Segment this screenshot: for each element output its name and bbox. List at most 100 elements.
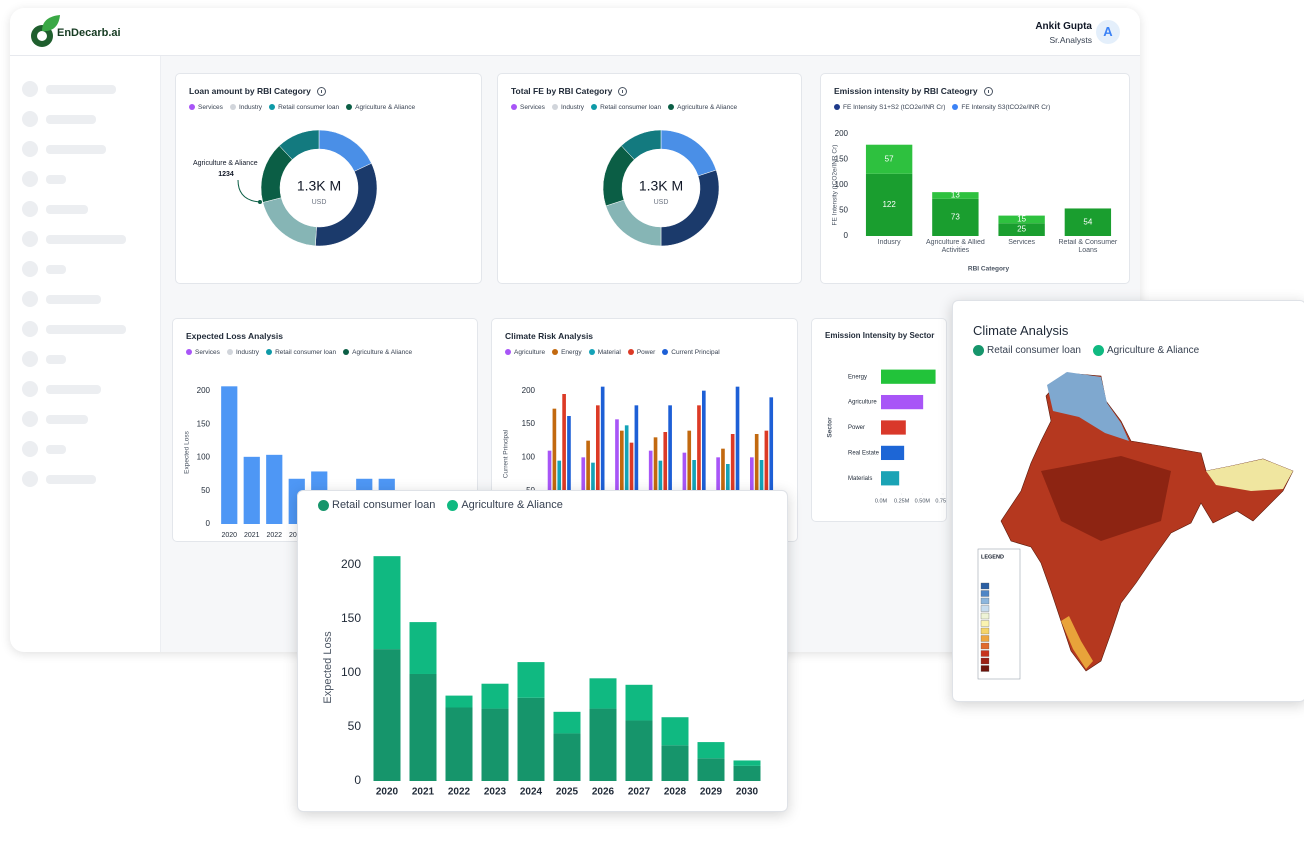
donut-slice (620, 129, 662, 160)
annotation-dot (258, 200, 262, 204)
legend: Retail consumer loan Agriculture & Alianc… (318, 499, 563, 511)
card-title: Emission intensity by RBI Cateogry (834, 86, 993, 97)
chart-canvas: LEGEND (977, 372, 1294, 680)
legend-swatch (505, 349, 511, 355)
bar (1064, 208, 1112, 236)
bar (553, 711, 581, 734)
legend-swatch (343, 349, 350, 355)
legend-item: Industry (229, 104, 262, 111)
donut-slice (318, 129, 372, 172)
legend-label: Energy (561, 348, 582, 356)
legend-swatch (551, 104, 558, 110)
legend-label: Retail consumer loan (332, 499, 436, 511)
menu-icon-placeholder (22, 471, 38, 487)
center-value: 1.3K M (297, 178, 341, 194)
y-tick-label: Power (848, 425, 865, 431)
card-title: Loan amount by RBI Category (189, 86, 326, 97)
info-icon (316, 87, 326, 97)
center-unit: USD (312, 199, 327, 206)
y-tick-label: 200 (522, 386, 536, 395)
legend-item: Agriculture & Aliance (447, 499, 563, 511)
x-tick-label: 2024 (520, 787, 543, 798)
y-tick-label: 100 (835, 180, 849, 189)
menu-icon-placeholder (22, 441, 38, 457)
legend-label: Current Principal (671, 348, 720, 356)
bar (517, 697, 545, 781)
x-tick-label: 2020 (376, 787, 399, 798)
avatar[interactable]: A (1096, 20, 1120, 44)
y-axis-label: Expected Loss (322, 631, 334, 704)
card-title-text: Expected Loss Analysis (186, 331, 284, 341)
legend-item: Services (511, 104, 545, 111)
data-label: 57 (885, 154, 894, 163)
annotation-value: 1234 (218, 171, 234, 178)
data-label: 13 (951, 191, 960, 200)
menu-label-placeholder (46, 325, 126, 334)
y-tick-label: 0 (354, 773, 361, 787)
bar (865, 173, 913, 236)
legend-swatch (269, 104, 276, 110)
x-label-box: Agriculture & Allied Activities (926, 239, 985, 254)
map-legend-swatch (980, 657, 990, 665)
menu-icon-placeholder (22, 171, 38, 187)
map-legend-swatch (980, 590, 990, 597)
x-tick-label: Retail & Consumer Loans (1058, 239, 1118, 254)
chart-card: 0 50 100 150 200 FE Intensity (tCO2e/INR Cr) I… (820, 73, 1130, 284)
map-hotspot (1041, 456, 1171, 541)
y-tick-label: Real Estate (848, 450, 880, 456)
menu-label-placeholder (46, 265, 66, 274)
y-tick-label: Materials (848, 476, 872, 482)
y-tick-label: 0 (844, 231, 849, 240)
map-legend-swatch (980, 635, 990, 642)
bar (221, 386, 238, 524)
y-tick-label: Agriculture (848, 400, 877, 406)
bar (697, 742, 725, 759)
menu-label-placeholder (46, 115, 96, 124)
chart-canvas: Energy Agriculture Power Real Estate Materia… (827, 369, 946, 504)
legend-swatch (266, 349, 273, 355)
bar (481, 708, 509, 781)
y-tick-label: 50 (201, 486, 210, 495)
chart-canvas: 1.3K M USD Agriculture & Aliance 1234 (193, 129, 378, 247)
legend-item: Services (186, 349, 220, 356)
bar (600, 386, 605, 524)
legend: Services Industry Retail consumer loan Agri… (186, 349, 412, 356)
info-icon (983, 87, 993, 97)
menu-label-placeholder (46, 355, 66, 364)
legend-swatch (229, 104, 236, 110)
bar (266, 454, 283, 524)
center-value: 1.3K M (639, 178, 683, 194)
legend-label: Retail consumer loan (275, 348, 337, 356)
y-tick-label: 50 (839, 206, 848, 215)
legend-label: Material (597, 348, 621, 356)
card-title: Total FE by RBI Category (511, 86, 628, 97)
bar (625, 684, 653, 721)
bar (735, 386, 740, 524)
bar (552, 408, 557, 524)
card-title-text: Climate Analysis (973, 323, 1069, 338)
info-icon (618, 87, 628, 97)
menu-label-placeholder (46, 385, 101, 394)
legend-item: Agriculture & Aliance (668, 104, 737, 111)
legend-swatch (952, 104, 959, 110)
card-title-text: Loan amount by RBI Category (189, 86, 311, 96)
map-legend-swatch (980, 612, 990, 620)
data-label: 54 (1083, 217, 1092, 226)
legend-swatch (1092, 345, 1104, 356)
legend-item: Agriculture & Aliance (343, 349, 412, 356)
x-label-box: Indusry (878, 239, 901, 246)
legend-label: Retail consumer loan (600, 103, 662, 111)
bar (730, 434, 735, 524)
x-tick-label: 2023 (484, 787, 507, 798)
bar (769, 397, 774, 524)
x-tick-label: 0.75M (935, 498, 946, 504)
map-north (1047, 372, 1129, 441)
menu-label-placeholder (46, 445, 66, 454)
menu-label-placeholder (46, 475, 96, 484)
map-legend-swatch (980, 597, 990, 605)
menu-icon-placeholder (22, 291, 38, 307)
legend-label: FE Intensity S3(tCO2e/INR Cr) (961, 103, 1051, 111)
y-tick-label: 100 (197, 453, 211, 462)
donut-slice (278, 129, 320, 160)
